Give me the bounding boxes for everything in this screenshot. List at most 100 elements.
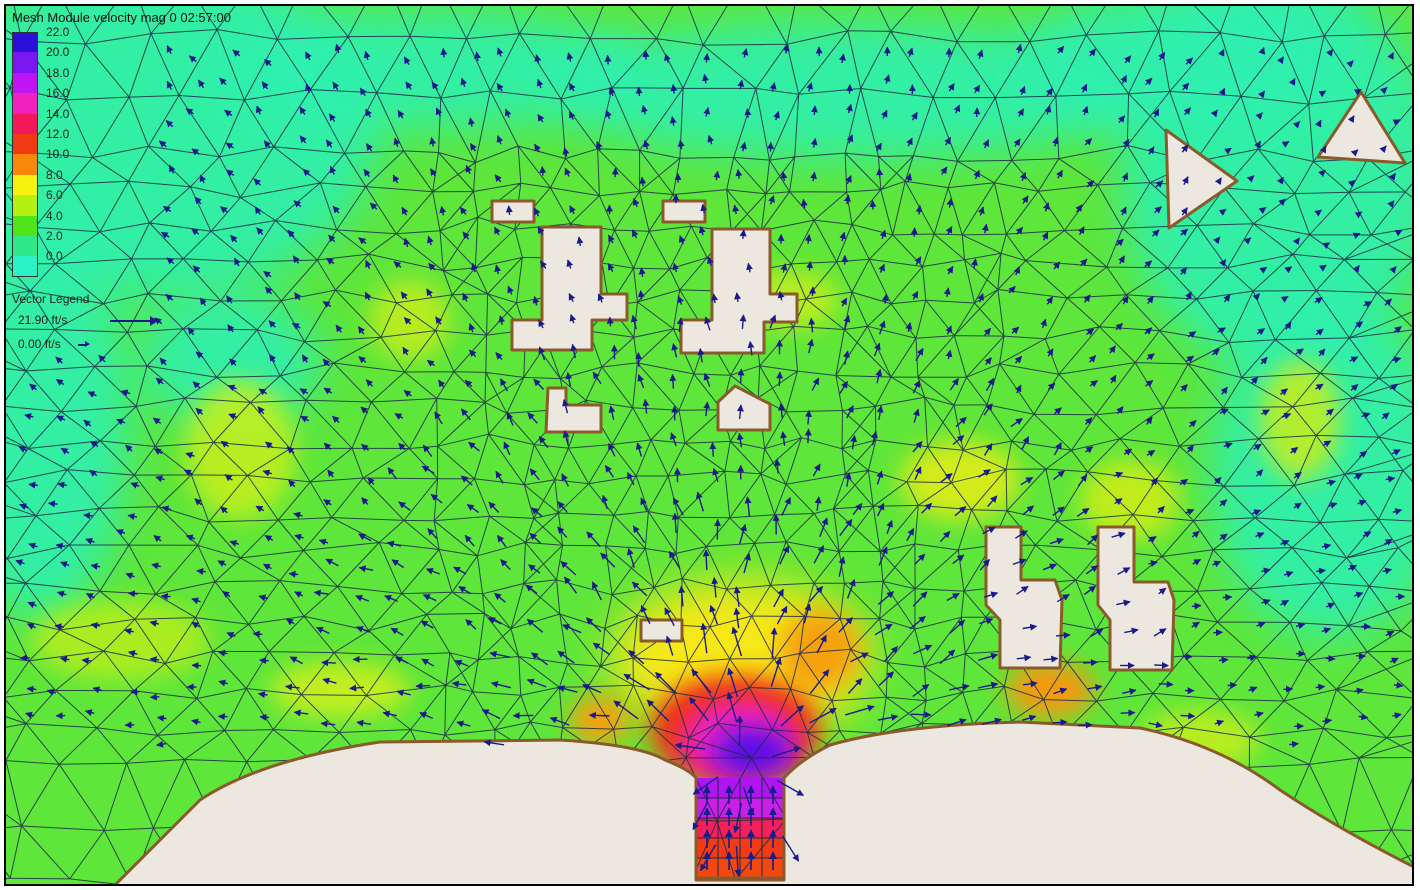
velocity-vector xyxy=(643,139,650,150)
velocity-vector xyxy=(1389,657,1399,665)
velocity-vector xyxy=(264,534,274,542)
velocity-vector xyxy=(979,617,994,625)
velocity-vector xyxy=(871,430,878,446)
velocity-vector xyxy=(1289,740,1299,748)
velocity-vector xyxy=(1259,266,1268,274)
velocity-vector xyxy=(732,204,740,215)
velocity-vector xyxy=(1043,202,1050,212)
velocity-vector xyxy=(736,404,744,419)
velocity-vector xyxy=(166,45,174,55)
velocity-vector xyxy=(230,234,238,243)
velocity-vector xyxy=(954,506,967,517)
island xyxy=(1164,128,1239,230)
velocity-vector xyxy=(1319,145,1327,154)
velocity-vector xyxy=(878,671,895,687)
velocity-vector xyxy=(1315,328,1324,336)
velocity-vector xyxy=(631,581,648,597)
velocity-vector xyxy=(977,293,984,303)
velocity-vector xyxy=(527,412,538,424)
velocity-vector xyxy=(529,532,541,544)
velocity-vector xyxy=(1145,380,1154,388)
velocity-vector xyxy=(422,444,433,457)
velocity-vector xyxy=(384,595,398,603)
velocity-vector xyxy=(83,419,92,427)
velocity-vector xyxy=(1379,145,1387,154)
velocity-vector xyxy=(1352,232,1361,240)
velocity-vector xyxy=(557,685,578,693)
velocity-vector xyxy=(632,525,646,543)
velocity-vector xyxy=(1118,255,1125,265)
velocity-vector xyxy=(325,139,333,148)
velocity-vector xyxy=(1347,179,1356,188)
moderate-velocity-zone xyxy=(1260,360,1340,480)
scale-swatch xyxy=(12,174,38,196)
velocity-vector xyxy=(565,371,573,387)
velocity-vector xyxy=(676,317,684,332)
velocity-vector xyxy=(130,688,141,696)
velocity-vector xyxy=(671,512,679,534)
velocity-vector xyxy=(945,349,953,360)
velocity-vector xyxy=(426,288,434,297)
velocity-vector xyxy=(727,667,739,698)
scale-label: 10.0 xyxy=(46,147,70,162)
velocity-vector xyxy=(1219,499,1228,507)
velocity-vector xyxy=(428,262,436,271)
velocity-vector xyxy=(1046,348,1054,357)
velocity-vector xyxy=(562,624,582,634)
velocity-vector xyxy=(1052,470,1065,481)
velocity-vector xyxy=(726,691,738,722)
velocity-vector xyxy=(1256,328,1266,336)
velocity-vector xyxy=(906,137,913,147)
building xyxy=(661,199,707,224)
velocity-vector xyxy=(229,358,237,366)
velocity-vector xyxy=(188,55,197,63)
velocity-vector xyxy=(1354,321,1364,329)
velocity-vector xyxy=(1251,509,1262,516)
velocity-vector xyxy=(1148,559,1158,567)
velocity-vector xyxy=(591,581,602,601)
velocity-vector xyxy=(1120,74,1127,84)
velocity-vector xyxy=(1191,602,1202,610)
scale-label: 6.0 xyxy=(46,188,63,203)
velocity-vector xyxy=(1255,112,1263,120)
velocity-vector xyxy=(703,107,711,117)
velocity-vector xyxy=(597,293,605,303)
velocity-vector xyxy=(156,740,166,748)
velocity-vector xyxy=(910,111,918,121)
velocity-vector xyxy=(808,317,816,333)
velocity-vector xyxy=(1122,688,1137,695)
velocity-vector xyxy=(320,720,336,728)
velocity-vector xyxy=(1295,622,1306,630)
velocity-vector xyxy=(1122,138,1130,148)
velocity-vector xyxy=(332,205,340,214)
velocity-vector xyxy=(806,261,814,271)
velocity-vector xyxy=(737,368,745,384)
velocity-vector xyxy=(803,603,812,624)
velocity-vector xyxy=(427,235,434,246)
velocity-vector xyxy=(780,705,804,727)
scale-swatch xyxy=(12,32,38,53)
velocity-vector xyxy=(115,529,126,536)
vector-legend-title: Vector Legend xyxy=(12,292,90,306)
velocity-vector xyxy=(1153,628,1167,637)
velocity-vector xyxy=(1158,51,1166,61)
velocity-vector xyxy=(300,415,310,423)
velocity-vector xyxy=(293,709,309,717)
scale-swatch xyxy=(12,195,38,216)
velocity-vector xyxy=(1022,505,1035,516)
velocity-vector xyxy=(953,104,961,114)
velocity-vector xyxy=(1261,409,1270,416)
velocity-vector xyxy=(875,368,883,384)
velocity-vector xyxy=(1316,567,1326,575)
velocity-vector xyxy=(496,82,504,92)
velocity-vector xyxy=(846,84,854,94)
velocity-vector xyxy=(1154,661,1169,669)
velocity-vector xyxy=(773,588,784,608)
velocity-vector xyxy=(770,657,782,687)
velocity-vector xyxy=(468,323,476,333)
velocity-vector xyxy=(1384,298,1392,306)
velocity-vector xyxy=(153,534,162,543)
velocity-vector xyxy=(640,497,648,512)
